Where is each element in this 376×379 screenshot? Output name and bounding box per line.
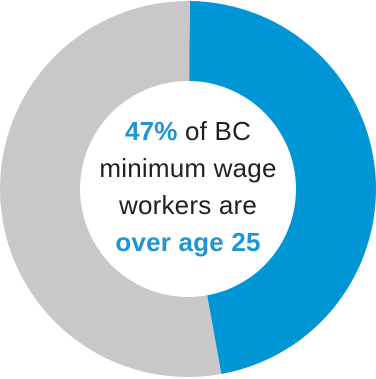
percent-value: 47% — [124, 116, 178, 146]
center-label-line-3: workers are — [118, 190, 257, 220]
center-label-line-1: 47% of BC — [88, 113, 288, 150]
center-label-line-1-text: of BC — [177, 116, 252, 146]
center-label-line-4: over age 25 — [115, 227, 261, 257]
donut-slice-2 — [0, 1, 222, 377]
donut-slice-1 — [189, 1, 376, 375]
center-label-line-2: minimum wage — [99, 153, 277, 183]
center-label: 47% of BC minimum wage workers are over … — [88, 113, 288, 261]
